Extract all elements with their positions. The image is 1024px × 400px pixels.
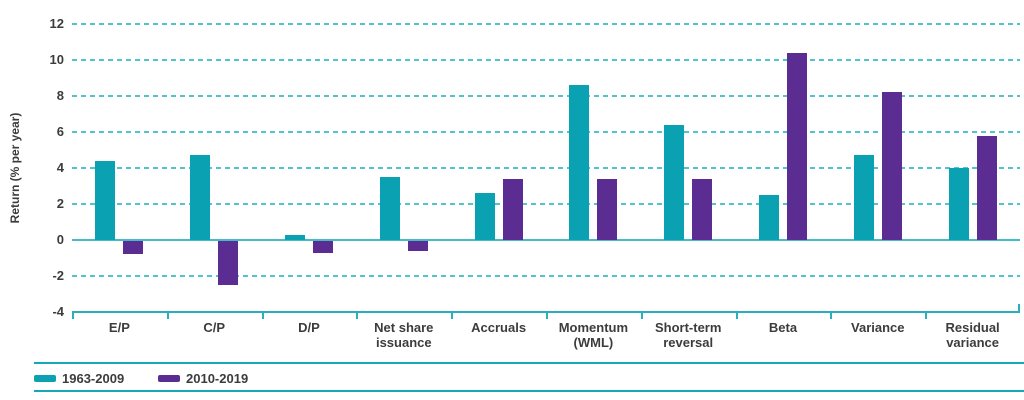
bar-1963-2009 [95,160,116,240]
bar-1963-2009 [285,234,305,240]
x-category-label-line: Variance [851,320,905,335]
axis-tick [261,313,264,319]
x-category-label-line: Net share [374,320,434,335]
x-category-label-line: Residual [945,320,1000,335]
axis-tick [640,313,643,319]
bar-1963-2009 [664,124,685,240]
x-category-label: Momentum (WML) [546,320,641,350]
legend-swatch-1963-2009 [34,375,56,382]
x-category-label: Residual variance [925,320,1020,350]
x-category-label: Variance [830,320,925,335]
axis-tick [830,313,833,319]
y-tick-label: 12 [49,16,64,31]
bar-2010-2019 [407,241,428,251]
bar-1963-2009 [379,177,400,240]
gridline [72,131,1020,133]
axis-tick [166,313,169,319]
gridline [72,23,1020,25]
legend-label-2010-2019: 2010-2019 [186,371,249,386]
x-category-label: Beta [736,320,831,335]
axis-end-tick [1018,304,1020,312]
legend-rule-top [34,362,1024,364]
axis-tick [925,313,928,319]
legend-label-1963-2009: 1963-2009 [62,371,125,386]
gridline [72,275,1020,277]
bar-1963-2009 [474,193,495,240]
gridline [72,203,1020,205]
bar-2010-2019 [123,241,144,255]
x-category-label-line: Momentum [558,320,629,335]
y-tick-label: 6 [56,124,64,139]
x-category-label-line: variance [946,335,999,350]
axis-tick [356,313,359,319]
bar-2010-2019 [787,52,807,240]
x-category-label: D/P [262,320,357,335]
x-category-label-line: (WML) [573,335,614,350]
x-category-label-line: reversal [663,335,714,350]
bar-1963-2009 [948,168,969,240]
x-category-label-line: Accruals [471,320,527,335]
x-category-label: Net share issuance [356,320,451,350]
x-category-label-line: D/P [298,320,320,335]
axis-tick [735,313,738,319]
bar-2010-2019 [218,241,239,285]
x-category-label-line: Short-term [654,320,722,335]
x-category-label-line: C/P [203,320,226,335]
bar-2010-2019 [597,178,618,240]
x-category-label-line: E/P [108,320,130,335]
x-category-label: C/P [167,320,262,335]
bar-2010-2019 [502,178,523,240]
axis-tick [546,313,548,319]
bar-1963-2009 [569,85,590,240]
gridline [72,95,1020,97]
axis-tick [451,313,454,319]
x-category-label-line: issuance [375,335,432,350]
x-category-label: Accruals [451,320,546,335]
legend-swatch-2010-2019 [158,375,180,382]
bar-1963-2009 [759,195,779,240]
y-tick-label: 0 [56,232,64,247]
y-tick-label: -4 [52,304,64,319]
y-tick-label: -2 [52,268,64,283]
bar-2010-2019 [692,178,713,240]
y-tick-label: 2 [56,196,64,211]
gridline [72,167,1020,169]
x-category-label-line: Beta [768,320,798,335]
y-tick-label: 10 [49,52,64,67]
legend: 1963-2009 2010-2019 [0,355,1024,400]
gridline [72,59,1020,61]
y-tick-label: 4 [56,160,64,175]
x-axis-line [72,311,1020,313]
bar-2010-2019 [976,135,997,240]
bar-1963-2009 [853,155,874,240]
axis-tick [72,313,74,319]
bar-2010-2019 [313,241,333,253]
zero-line [72,239,1020,241]
y-tick-label: 8 [56,88,64,103]
x-category-label: E/P [72,320,167,335]
legend-rule-bottom [34,390,1024,392]
bar-1963-2009 [190,155,211,240]
bar-2010-2019 [881,92,902,240]
x-category-label: Short-term reversal [641,320,736,350]
